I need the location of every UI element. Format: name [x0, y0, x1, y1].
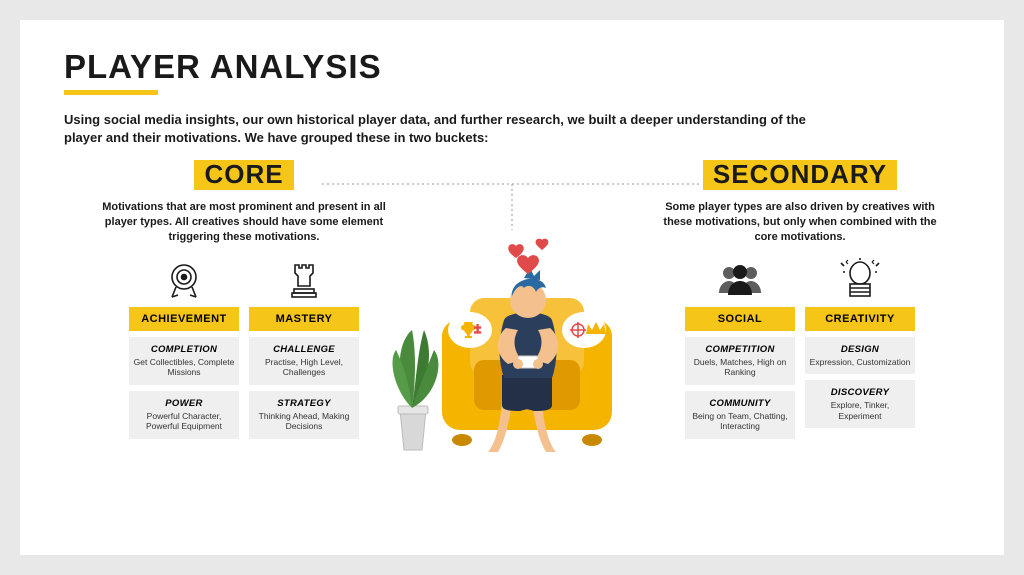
subtitle: Using social media insights, our own his…: [64, 111, 844, 146]
category-label: ACHIEVEMENT: [129, 307, 239, 331]
people-icon: [717, 257, 763, 301]
secondary-title: SECONDARY: [703, 160, 897, 190]
sub-community: COMMUNITY Being on Team, Chatting, Inter…: [685, 391, 795, 439]
sub-completion: COMPLETION Get Collectibles, Complete Mi…: [129, 337, 239, 385]
category-achievement: ACHIEVEMENT COMPLETION Get Collectibles,…: [129, 257, 239, 440]
category-label: CREATIVITY: [805, 307, 915, 331]
page-title: PLAYER ANALYSIS: [64, 48, 960, 86]
sub-power: POWER Powerful Character, Powerful Equip…: [129, 391, 239, 439]
target-icon: [164, 257, 204, 301]
lightbulb-icon: [838, 257, 882, 301]
slide: PLAYER ANALYSIS Using social media insig…: [20, 20, 1004, 555]
category-label: MASTERY: [249, 307, 359, 331]
sub-design: DESIGN Expression, Customization: [805, 337, 915, 375]
sub-challenge: CHALLENGE Practise, High Level, Challeng…: [249, 337, 359, 385]
category-creativity: CREATIVITY DESIGN Expression, Customizat…: [805, 257, 915, 440]
sub-discovery: DISCOVERY Explore, Tinker, Experiment: [805, 380, 915, 428]
core-desc: Motivations that are most prominent and …: [99, 200, 389, 245]
core-column: CORE Motivations that are most prominent…: [94, 160, 394, 439]
secondary-categories: SOCIAL COMPETITION Duels, Matches, High …: [685, 257, 915, 440]
core-title: CORE: [194, 160, 293, 190]
title-underline: [64, 90, 158, 95]
core-categories: ACHIEVEMENT COMPLETION Get Collectibles,…: [129, 257, 359, 440]
center-illustration: [382, 200, 642, 460]
columns: CORE Motivations that are most prominent…: [64, 160, 960, 439]
sub-competition: COMPETITION Duels, Matches, High on Rank…: [685, 337, 795, 385]
secondary-column: SECONDARY Some player types are also dri…: [650, 160, 950, 439]
category-mastery: MASTERY CHALLENGE Practise, High Level, …: [249, 257, 359, 440]
secondary-desc: Some player types are also driven by cre…: [655, 200, 945, 245]
category-social: SOCIAL COMPETITION Duels, Matches, High …: [685, 257, 795, 440]
sub-strategy: STRATEGY Thinking Ahead, Making Decision…: [249, 391, 359, 439]
rook-icon: [287, 257, 321, 301]
category-label: SOCIAL: [685, 307, 795, 331]
